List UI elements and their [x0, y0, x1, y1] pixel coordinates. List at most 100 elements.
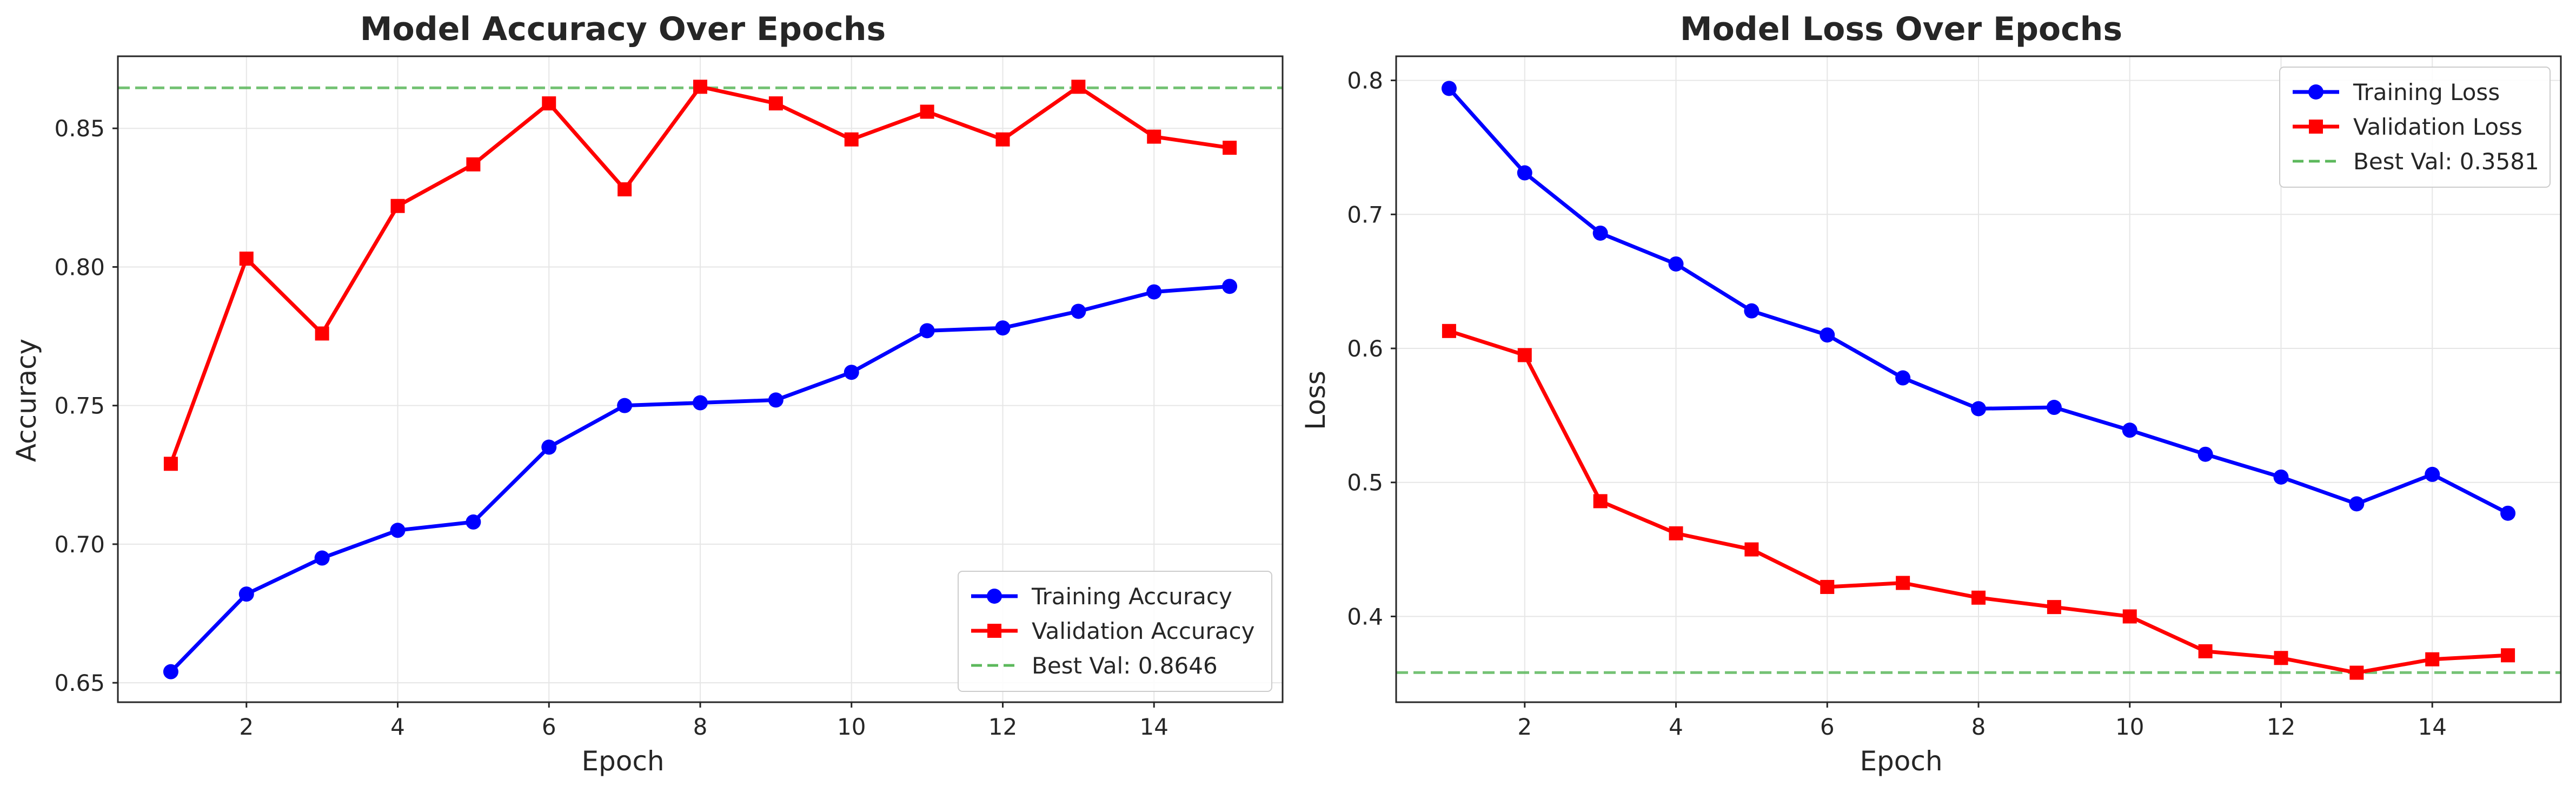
x-tick-label: 10: [837, 714, 866, 740]
data-point: [995, 320, 1011, 336]
data-point: [541, 439, 557, 455]
data-point: [1896, 576, 1910, 590]
y-tick-label: 0.6: [1347, 335, 1383, 362]
data-point: [1441, 81, 1457, 96]
chart-title: Model Loss Over Epochs: [1680, 10, 2122, 48]
data-point: [919, 323, 935, 339]
data-point: [1820, 327, 1835, 343]
x-axis-label: Epoch: [581, 745, 664, 777]
data-point: [238, 586, 254, 602]
data-point: [2349, 665, 2364, 680]
data-point: [163, 457, 178, 471]
data-point: [1669, 526, 1683, 540]
chart-title: Model Accuracy Over Epochs: [360, 10, 886, 48]
data-point: [2273, 469, 2289, 485]
y-tick-label: 0.8: [1347, 68, 1383, 94]
legend-box: [958, 571, 1272, 692]
legend-marker: [2308, 84, 2323, 100]
data-point: [1517, 165, 1532, 181]
y-tick-label: 0.7: [1347, 201, 1383, 228]
x-tick-label: 8: [1971, 714, 1986, 740]
series-validation-loss: [1442, 324, 2515, 680]
x-tick-label: 14: [2418, 714, 2446, 740]
x-tick-label: 12: [2267, 714, 2295, 740]
data-point: [2046, 400, 2062, 415]
legend-label: Best Val: 0.8646: [1032, 652, 1218, 679]
data-point: [2047, 600, 2061, 615]
y-tick-label: 0.5: [1347, 470, 1383, 496]
accuracy-chart: Model Accuracy Over Epochs Epoch Accurac…: [11, 10, 1284, 777]
legend-label: Best Val: 0.3581: [2353, 148, 2539, 175]
legend-entry: Best Val: 0.8646: [971, 652, 1218, 679]
x-tick-label: 12: [988, 714, 1017, 740]
data-point: [390, 523, 406, 538]
data-point: [1071, 80, 1086, 94]
legend-entry: Best Val: 0.3581: [2293, 148, 2539, 175]
y-axis-label: Accuracy: [11, 339, 42, 462]
loss-chart: Model Loss Over Epochs Epoch Loss 2 4 6 8 10…: [1300, 10, 2562, 777]
data-point: [2501, 648, 2515, 663]
legend-label: Validation Loss: [2353, 114, 2522, 140]
data-point: [1971, 590, 1986, 605]
data-point: [314, 550, 330, 566]
data-point: [390, 199, 405, 213]
data-point: [617, 398, 633, 413]
data-point: [1517, 348, 1532, 362]
data-point: [2500, 505, 2516, 521]
data-point: [995, 132, 1010, 147]
data-point: [2349, 496, 2365, 512]
data-point: [2425, 652, 2440, 666]
data-point: [1668, 256, 1684, 272]
legend-entry: Validation Loss: [2293, 114, 2522, 140]
y-tick-label: 0.65: [54, 670, 105, 696]
data-point: [1593, 494, 1608, 509]
series-validation-accuracy: [163, 80, 1237, 471]
data-point: [315, 326, 329, 341]
y-tick-label: 0.85: [54, 115, 105, 142]
data-point: [844, 132, 859, 147]
legend-box: [2279, 67, 2551, 188]
legend-entry: Validation Accuracy: [971, 618, 1255, 644]
data-point: [2425, 466, 2440, 482]
data-point: [1820, 579, 1835, 594]
x-tick-label: 4: [390, 714, 405, 740]
legend: Training Accuracy Validation Accuracy Best…: [958, 571, 1272, 692]
x-tick-label: 10: [2115, 714, 2144, 740]
series-training-loss: [1441, 81, 2516, 521]
data-point: [2122, 609, 2137, 624]
x-tick-label: 8: [693, 714, 708, 740]
x-tick-label: 14: [1139, 714, 1168, 740]
data-point: [618, 182, 632, 196]
x-tick-label: 6: [1820, 714, 1835, 740]
legend-marker: [987, 624, 1001, 638]
x-tick-label: 6: [542, 714, 556, 740]
legend-marker: [2309, 120, 2323, 134]
data-point: [693, 395, 708, 411]
data-point: [1744, 303, 1760, 319]
data-point: [2274, 651, 2288, 665]
y-tick-label: 0.75: [54, 393, 105, 419]
data-point: [768, 392, 784, 408]
data-point: [920, 104, 934, 119]
data-point: [768, 96, 783, 111]
data-point: [466, 157, 481, 171]
legend-label: Training Accuracy: [1031, 583, 1232, 610]
data-point: [2122, 423, 2137, 438]
legend-label: Training Loss: [2353, 79, 2500, 105]
data-point: [1146, 284, 1162, 300]
data-point: [163, 664, 178, 679]
legend-marker: [987, 589, 1002, 604]
data-point: [2197, 446, 2213, 462]
y-tick-label: 0.80: [54, 254, 105, 280]
legend-entry: Training Loss: [2293, 79, 2500, 105]
data-point: [1744, 542, 1759, 557]
series-training-accuracy: [163, 279, 1238, 679]
data-point: [542, 96, 556, 111]
data-point: [1895, 370, 1911, 386]
y-axis-label: Loss: [1300, 371, 1331, 430]
data-point: [1071, 303, 1086, 319]
x-tick-label: 2: [239, 714, 254, 740]
data-point: [1442, 324, 1456, 338]
data-point: [1592, 225, 1608, 241]
